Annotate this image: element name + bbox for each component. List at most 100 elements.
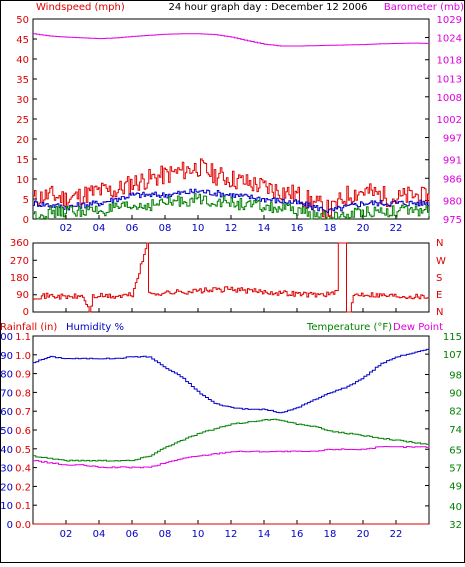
humidity-tick-label: 50 [0, 426, 13, 437]
rainfall-tick-label: 0.4 [15, 464, 31, 475]
wind-tick-label: 30 [16, 95, 29, 106]
x-tick-label: 18 [324, 223, 337, 234]
dir-right-tick: N [436, 238, 443, 249]
humidity-tick-label: 80 [0, 370, 13, 381]
x-tick-label: 04 [93, 223, 106, 234]
dir-right-tick: E [436, 290, 442, 301]
barometer-tick-label: 975 [443, 215, 462, 226]
temperature-tick-label: 98 [449, 371, 462, 382]
wind-tick-label: 40 [16, 55, 29, 66]
temperature-tick-label: 40 [449, 502, 462, 513]
rainfall-axis-label: Rainfall (in) [0, 322, 57, 333]
dir-right-tick: W [436, 256, 446, 267]
temperature-tick-label: 65 [449, 445, 462, 456]
climate-x-tick-label: 06 [126, 529, 139, 540]
barometer-tick-label: 1024 [437, 34, 462, 45]
rainfall-tick-label: 0.0 [15, 520, 31, 531]
barometer-tick-label: 1008 [437, 93, 462, 104]
x-tick-label: 22 [390, 223, 403, 234]
humidity-tick-label: 60 [0, 407, 13, 418]
temperature-tick-label: 107 [443, 350, 462, 361]
humidity-tick-label: 40 [0, 445, 13, 456]
x-tick-label: 16 [291, 223, 304, 234]
wind-tick-label: 35 [16, 75, 29, 86]
barometer-tick-label: 1002 [437, 115, 462, 126]
x-tick-label: 06 [126, 223, 139, 234]
climate-x-tick-label: 16 [291, 529, 304, 540]
direction-axis-labels: 360 270 180 90 0 N W S E N [10, 238, 446, 318]
wind-tick-label: 45 [16, 35, 29, 46]
temperature-tick-label: 32 [449, 520, 462, 531]
climate-x-tick-label: 20 [357, 529, 370, 540]
humidity-tick-label: 20 [0, 482, 13, 493]
x-tick-label: 20 [357, 223, 370, 234]
rainfall-tick-label: 0.2 [15, 482, 31, 493]
temperature-tick-label: 57 [449, 463, 462, 474]
barometer-axis-label: Barometer (mb) [384, 2, 464, 13]
barometer-tick-label: 997 [443, 134, 462, 145]
climate-x-tick-label: 10 [192, 529, 205, 540]
humidity-axis-label: Humidity % [66, 322, 124, 333]
temperature-series-line [33, 418, 430, 462]
dir-left-tick: 90 [16, 290, 29, 301]
climate-x-tick-label: 14 [258, 529, 271, 540]
humidity-tick-label: 30 [0, 464, 13, 475]
wind-tick-label: 50 [16, 15, 29, 26]
dew-point-series-line [33, 446, 430, 469]
wind-tick-label: 5 [23, 195, 29, 206]
barometer-tick-label: 1029 [437, 15, 462, 26]
wind-tick-label: 0 [23, 215, 29, 226]
temperature-tick-label: 74 [449, 425, 462, 436]
climate-x-tick-label: 22 [390, 529, 403, 540]
x-tick-label: 14 [258, 223, 271, 234]
barometer-tick-label: 1013 [437, 74, 462, 85]
temperature-tick-label: 82 [449, 407, 462, 418]
chart-title: 24 hour graph day : December 12 2006 [169, 2, 368, 13]
dew-point-axis-label: Dew Point [393, 322, 443, 333]
barometer-series-line [33, 33, 429, 47]
x-tick-label: 02 [60, 223, 73, 234]
dir-right-tick: S [436, 273, 442, 284]
low-wind-series-line [33, 193, 430, 220]
humidity-tick-label: 90 [0, 351, 13, 362]
barometer-tick-label: 991 [443, 156, 462, 167]
axis-ticks: 0510152025303540455097598098699199710021… [0, 15, 462, 540]
wind-tick-label: 20 [16, 135, 29, 146]
rainfall-tick-label: 0.5 [15, 445, 31, 456]
wind-tick-label: 25 [16, 115, 29, 126]
humidity-series-line [33, 348, 430, 414]
temperature-axis-label: Temperature (°F) [306, 322, 392, 333]
windspeed-series-line [33, 158, 430, 219]
dir-left-tick: 360 [10, 238, 29, 249]
climate-x-tick-label: 18 [324, 529, 337, 540]
rainfall-tick-label: 0.7 [15, 407, 31, 418]
temperature-tick-label: 115 [443, 332, 462, 343]
humidity-tick-label: 100 [0, 332, 13, 343]
dir-left-tick: 270 [10, 256, 29, 267]
barometer-tick-label: 980 [443, 196, 462, 207]
climate-x-tick-label: 04 [93, 529, 106, 540]
rainfall-tick-label: 0.1 [15, 501, 31, 512]
climate-x-tick-label: 08 [159, 529, 172, 540]
rainfall-tick-label: 1.0 [15, 351, 31, 362]
x-tick-label: 12 [225, 223, 238, 234]
climate-x-tick-label: 12 [225, 529, 238, 540]
barometer-tick-label: 1018 [437, 56, 462, 67]
climate-x-tick-label: 02 [60, 529, 73, 540]
dir-left-tick: 0 [23, 307, 29, 318]
dir-left-tick: 180 [10, 273, 29, 284]
humidity-tick-label: 0 [7, 520, 13, 531]
data-series [33, 33, 430, 525]
rainfall-tick-label: 0.6 [15, 426, 31, 437]
humidity-tick-label: 10 [0, 501, 13, 512]
rainfall-tick-label: 0.8 [15, 388, 31, 399]
wind-direction-series-line [33, 242, 430, 313]
temperature-tick-label: 90 [449, 389, 462, 400]
windspeed-axis-label: Windspeed (mph) [36, 2, 125, 13]
wind-tick-label: 10 [16, 175, 29, 186]
temperature-tick-label: 49 [449, 481, 462, 492]
x-tick-label: 08 [159, 223, 172, 234]
